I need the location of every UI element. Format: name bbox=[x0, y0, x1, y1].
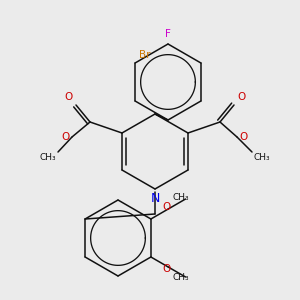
Text: N: N bbox=[150, 192, 160, 205]
Text: O: O bbox=[163, 263, 171, 274]
Text: O: O bbox=[239, 132, 247, 142]
Text: CH₃: CH₃ bbox=[254, 153, 271, 162]
Text: CH₃: CH₃ bbox=[39, 153, 56, 162]
Text: CH₃: CH₃ bbox=[172, 274, 189, 283]
Text: O: O bbox=[163, 202, 171, 212]
Text: Br: Br bbox=[139, 50, 151, 60]
Text: O: O bbox=[65, 92, 73, 102]
Text: O: O bbox=[237, 92, 245, 102]
Text: O: O bbox=[62, 132, 70, 142]
Text: CH₃: CH₃ bbox=[172, 194, 189, 202]
Text: F: F bbox=[165, 29, 171, 39]
